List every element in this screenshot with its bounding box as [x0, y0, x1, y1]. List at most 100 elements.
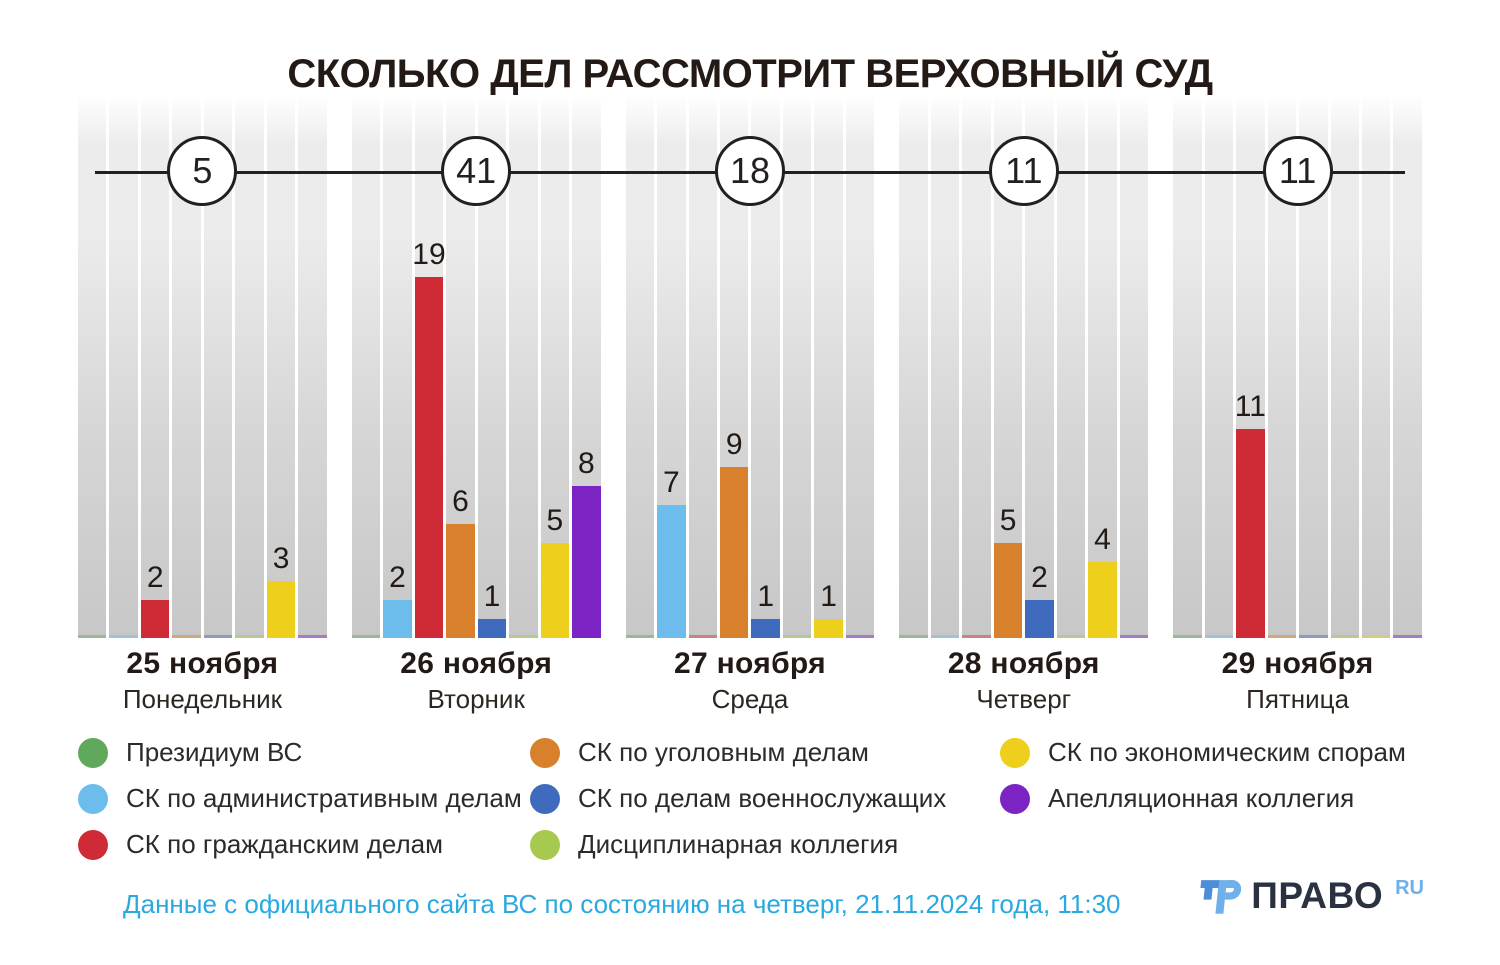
series-baseline-chip — [1330, 635, 1359, 638]
bar-value-label: 1 — [820, 580, 837, 613]
day-weekday-label: Вторник — [427, 684, 525, 714]
column-track — [1119, 95, 1149, 638]
pravo-logo-tld: RU — [1395, 877, 1424, 899]
legend-label: СК по делам военнослужащих — [578, 783, 947, 813]
legend-item: Президиум ВС — [78, 737, 530, 768]
series-baseline-chip — [298, 635, 327, 638]
series-baseline-chip — [235, 635, 264, 638]
column-track: 4 — [1088, 95, 1117, 638]
series-baseline-chip — [1173, 635, 1202, 638]
day-columns: 2 19 6 1 5 8 — [351, 95, 601, 638]
day-date-label: 25 ноября — [126, 647, 279, 680]
legend-item: СК по экономическим спорам — [1000, 737, 1406, 768]
column-track — [930, 95, 960, 638]
day-weekday-label: Пятница — [1246, 684, 1350, 714]
series-baseline-chip — [930, 635, 960, 638]
legend-color-dot — [530, 783, 560, 814]
legend-item: СК по делам военнослужащих — [530, 783, 1000, 814]
legend-label: СК по экономическим спорам — [1048, 737, 1406, 767]
column-track — [625, 95, 655, 638]
bar-value-label: 5 — [546, 504, 564, 537]
day-group: 41 2 19 6 1 5 8 26 ноября Вторник — [351, 95, 601, 715]
bar — [266, 581, 296, 638]
legend-label: СК по уголовным делам — [578, 737, 869, 767]
bar-value-label: 9 — [725, 428, 743, 461]
column-track — [1362, 95, 1391, 638]
legend-color-dot — [530, 829, 560, 860]
column-track: 3 — [266, 95, 296, 638]
column-track — [899, 95, 928, 638]
bar — [446, 524, 475, 638]
day-date-label: 29 ноября — [1221, 647, 1374, 680]
column-track — [78, 95, 107, 638]
bar — [751, 619, 780, 638]
series-baseline-chip — [782, 635, 812, 638]
bar-value-label: 1 — [483, 580, 501, 613]
column-track: 7 — [657, 95, 686, 638]
legend-color-dot — [530, 737, 560, 768]
legend-color-dot — [1000, 737, 1030, 768]
column-track — [298, 95, 327, 638]
bar — [414, 277, 444, 638]
legend-label: Дисциплинарная коллегия — [578, 829, 899, 859]
column-track — [1204, 95, 1234, 638]
day-date-label: 28 ноября — [947, 647, 1100, 680]
day-date-label: 27 ноября — [674, 647, 826, 680]
column-track: 2 — [383, 95, 412, 638]
legend-item: Дисциплинарная коллегия — [530, 829, 1000, 860]
bar-value-label: 2 — [1031, 561, 1048, 594]
bar-value-label: 7 — [662, 466, 680, 499]
bar-value-label: 2 — [389, 561, 406, 594]
column-track — [109, 95, 138, 638]
pravo-logo: ПРАВО RU — [1197, 874, 1424, 918]
bar-value-label: 2 — [146, 561, 164, 594]
bar — [1088, 562, 1117, 638]
bar — [1236, 429, 1265, 638]
column-track — [845, 95, 875, 638]
series-baseline-chip — [351, 635, 381, 638]
column-track: 8 — [572, 95, 601, 638]
bar-chart: 5 2 3 25 ноября Понедельник 41 2 19 6 1 5 8 26 ноябр… — [78, 95, 1422, 715]
column-track — [1173, 95, 1202, 638]
legend-color-dot — [78, 829, 108, 860]
column-track — [351, 95, 381, 638]
column-track — [509, 95, 538, 638]
bar-value-label: 19 — [412, 238, 446, 271]
legend-item: СК по уголовным делам — [530, 737, 1000, 768]
column-track: 1 — [814, 95, 843, 638]
series-baseline-chip — [509, 635, 538, 638]
bar — [477, 619, 507, 638]
series-baseline-chip — [962, 635, 991, 638]
legend-column: СК по уголовным делам СК по делам военнос… — [530, 737, 1000, 860]
legend-label: Апелляционная коллегия — [1048, 783, 1355, 813]
bar — [540, 543, 570, 638]
legend-color-dot — [78, 737, 108, 768]
column-track: 11 — [1235, 95, 1266, 638]
column-track — [782, 95, 812, 638]
day-group: 11 5 2 4 28 ноября Четверг — [899, 95, 1149, 715]
day-total-badge: 18 — [714, 136, 785, 206]
day-weekday-label: Среда — [711, 684, 789, 714]
pravo-logo-text: ПРАВО — [1251, 875, 1384, 916]
legend-item: Апелляционная коллегия — [1000, 783, 1406, 814]
pravo-logo-icon — [1200, 880, 1242, 914]
bar — [993, 543, 1023, 638]
series-baseline-chip — [845, 635, 875, 638]
series-baseline-chip — [1362, 635, 1391, 638]
day-total-badge: 11 — [1262, 136, 1333, 206]
legend-item: СК по гражданским делам — [78, 829, 530, 860]
bar — [572, 486, 601, 638]
series-baseline-chip — [1393, 635, 1422, 638]
bar-value-label: 5 — [999, 504, 1017, 537]
series-baseline-chip — [109, 635, 138, 638]
column-track — [688, 95, 717, 638]
day-group: 11 11 29 ноября Пятница — [1173, 95, 1422, 715]
bar — [814, 619, 843, 638]
bar — [720, 467, 749, 638]
series-baseline-chip — [625, 635, 655, 638]
column-track — [1056, 95, 1086, 638]
day-total-badge: 11 — [988, 136, 1059, 206]
